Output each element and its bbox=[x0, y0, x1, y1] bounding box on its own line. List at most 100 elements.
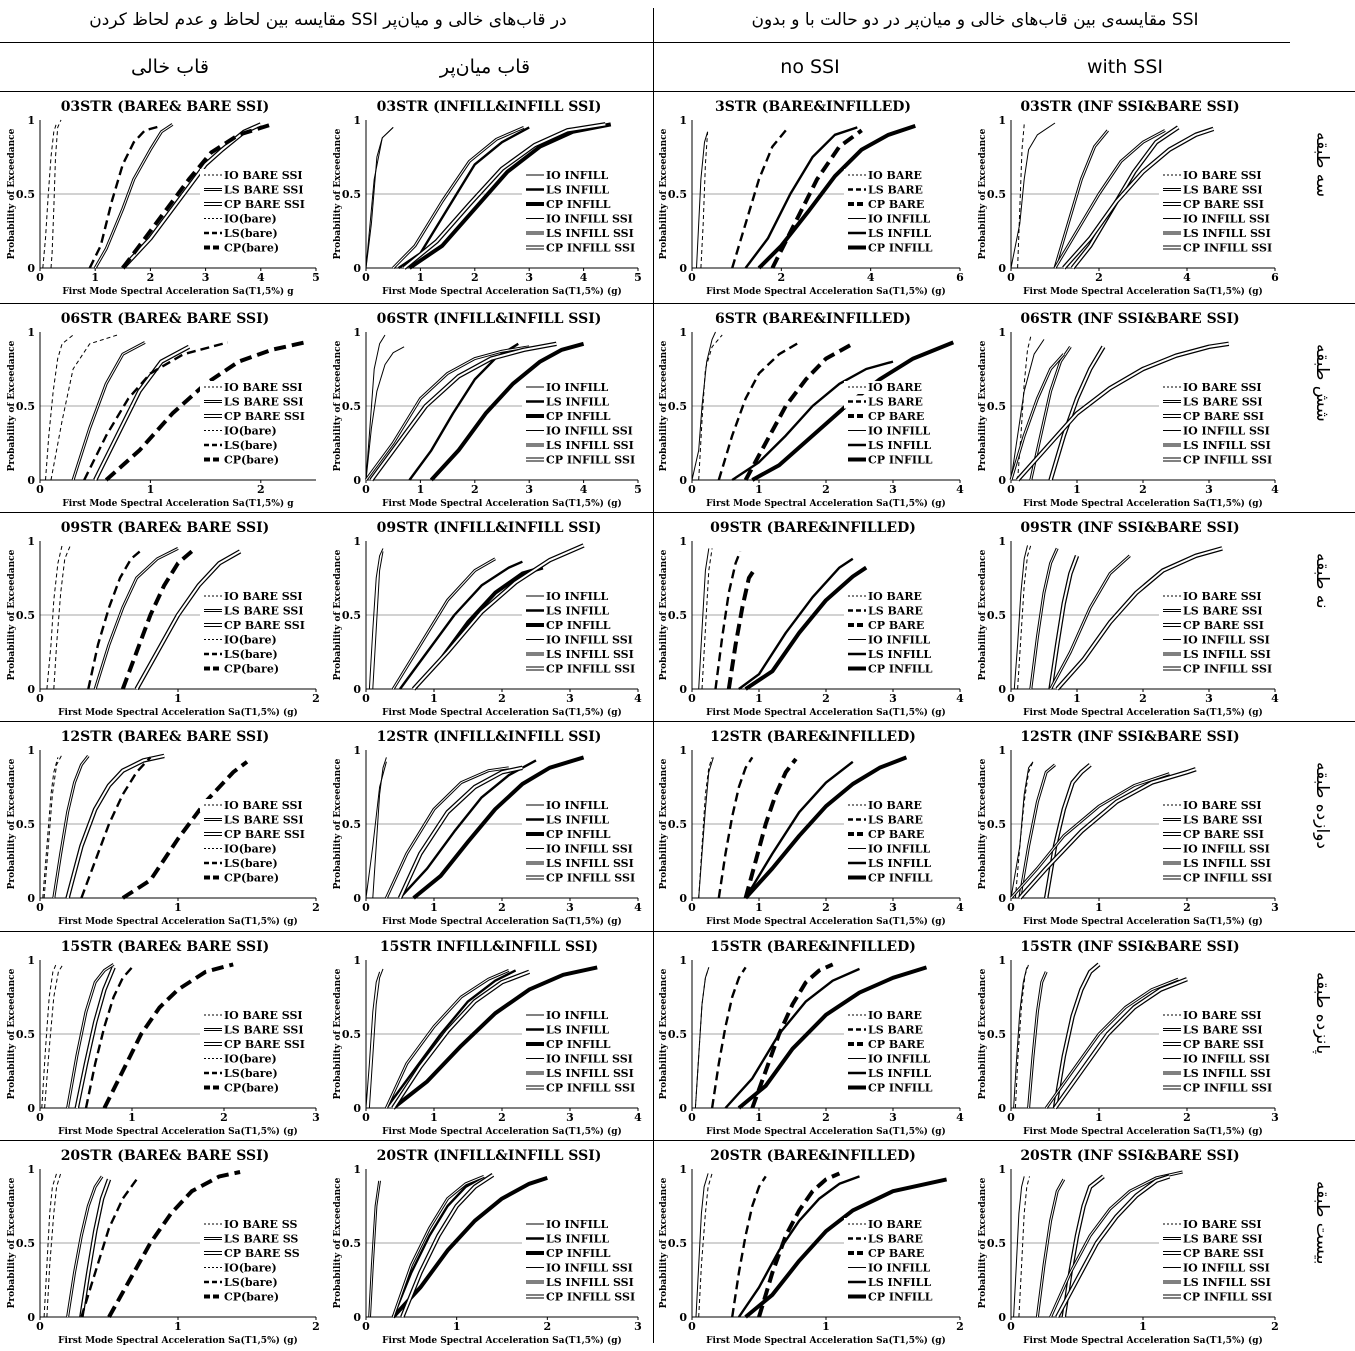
legend-entry: LS(bare) bbox=[200, 1067, 324, 1080]
legend-entry: IO INFILL SSI bbox=[1159, 212, 1283, 226]
row-label: شش طبقه bbox=[1312, 344, 1332, 422]
x-tick-label: 1 bbox=[430, 901, 438, 914]
x-tick-label: 2 bbox=[778, 271, 786, 284]
y-tick-label: 0.5 bbox=[16, 1237, 35, 1250]
legend-label: CP BARE SSI bbox=[1183, 1247, 1264, 1260]
legend-entry: CP INFILL SSI bbox=[522, 1081, 646, 1095]
legend-entry: CP INFILL bbox=[522, 1038, 646, 1051]
x-axis-label: First Mode Spectral Acceleration Sa(T1,5… bbox=[58, 1126, 298, 1137]
series-line bbox=[694, 967, 710, 1109]
legend-entry: IO INFILL SSI bbox=[1159, 1052, 1283, 1066]
legend-entry: IO BARE bbox=[844, 1009, 968, 1022]
y-axis-label: Probability of Exceedance bbox=[7, 1177, 17, 1308]
y-tick-label: 0.5 bbox=[987, 609, 1006, 622]
legend-entry: LS INFILL SSI bbox=[1159, 439, 1283, 452]
x-tick-label: 3 bbox=[566, 692, 574, 705]
legend-label: LS(bare) bbox=[224, 648, 278, 661]
x-axis-label: First Mode Spectral Acceleration Sa(T1,5… bbox=[382, 707, 622, 718]
fragility-chart: 09STR (INF SSI&BARE SSI) 0 1 2 3 4 0 0.5 1 First … bbox=[975, 515, 1285, 719]
legend-label: IO INFILL SSI bbox=[546, 425, 633, 438]
legend-entry: LS INFILL bbox=[522, 604, 646, 618]
series-line bbox=[737, 965, 928, 1110]
series-line bbox=[121, 760, 249, 900]
series-line bbox=[370, 1180, 381, 1318]
legend-label: IO(bare) bbox=[224, 1262, 277, 1275]
series-line bbox=[93, 123, 174, 269]
x-axis-label: First Mode Spectral Acceleration Sa(T1,5… bbox=[706, 916, 946, 927]
y-tick-label: 1 bbox=[998, 1163, 1006, 1176]
x-tick-label: 3 bbox=[525, 483, 533, 496]
legend-entry: CP BARE SSI bbox=[1159, 619, 1283, 632]
legend-label: LS INFILL bbox=[546, 814, 609, 827]
legend-label: LS BARE SSI bbox=[224, 396, 304, 409]
x-axis-label: First Mode Spectral Acceleration Sa(T1,5… bbox=[62, 498, 294, 509]
legend-entry: LS INFILL SSI bbox=[1159, 1067, 1283, 1080]
y-axis-label: Probability of Exceedance bbox=[659, 128, 669, 259]
legend-label: IO INFILL SSI bbox=[1183, 1262, 1270, 1275]
legend-label: CP(bare) bbox=[224, 1082, 279, 1095]
y-tick-label: 0.5 bbox=[668, 400, 687, 413]
series-line bbox=[1070, 125, 1180, 270]
legend-entry: CP(bare) bbox=[200, 871, 324, 885]
legend-label: LS INFILL bbox=[546, 1233, 609, 1246]
x-axis-label: First Mode Spectral Acceleration Sa(T1,5… bbox=[1023, 1126, 1263, 1137]
x-tick-label: 1 bbox=[453, 1320, 461, 1333]
y-tick-label: 1 bbox=[353, 114, 361, 127]
series-line bbox=[731, 360, 894, 481]
series-line bbox=[1055, 1174, 1171, 1319]
fragility-chart: 06STR (INFILL&INFILL SSI) 0 1 2 3 4 5 0 0.5 1 Firs… bbox=[330, 306, 648, 510]
y-tick-label: 0 bbox=[679, 474, 687, 487]
legend-entry: IO BARE bbox=[844, 799, 968, 812]
legend-entry: IO BARE SSI bbox=[200, 1009, 324, 1022]
x-tick-label: 0 bbox=[1007, 271, 1015, 284]
legend-label: IO INFILL SSI bbox=[546, 843, 633, 856]
x-tick-label: 1 bbox=[147, 483, 155, 496]
x-tick-label: 1 bbox=[430, 1111, 438, 1124]
x-tick-label: 4 bbox=[634, 901, 642, 914]
legend-entry: IO BARE SSI bbox=[200, 381, 324, 394]
y-axis-label: Probability of Exceedance bbox=[978, 128, 988, 259]
legend-entry: CP INFILL bbox=[844, 1290, 968, 1304]
x-tick-label: 4 bbox=[867, 271, 875, 284]
chart-svg: 20STR (BARE& BARE SSI) 0 1 2 0 0.5 1 First Mode… bbox=[7, 1148, 324, 1346]
legend-entry: CP INFILL SSI bbox=[522, 1290, 646, 1304]
chart-title: 12STR (INFILL&INFILL SSI) bbox=[377, 729, 602, 745]
y-axis-label: Probability of Exceedance bbox=[659, 1177, 669, 1308]
legend-entry: LS BARE SSI bbox=[1159, 1023, 1283, 1037]
series-line bbox=[42, 122, 58, 269]
fragility-chart: 06STR (BARE& BARE SSI) 0 1 2 0 0.5 1 First Mode… bbox=[4, 306, 326, 510]
y-tick-label: 0.5 bbox=[987, 1028, 1006, 1041]
legend-label: CP INFILL SSI bbox=[546, 1291, 635, 1304]
series-line bbox=[1049, 1170, 1183, 1318]
legend-entry: IO INFILL SSI bbox=[1159, 424, 1283, 438]
legend-label: CP BARE SSI bbox=[224, 1038, 305, 1051]
x-tick-label: 0 bbox=[362, 1111, 370, 1124]
chart-title: 6STR (BARE&INFILLED) bbox=[715, 311, 911, 327]
legend-label: IO BARE SSI bbox=[1183, 1218, 1262, 1231]
legend-entry: IO INFILL bbox=[844, 842, 968, 856]
x-tick-label: 0 bbox=[36, 1111, 44, 1124]
legend-entry: CP(bare) bbox=[200, 1081, 324, 1095]
legend-label: LS BARE SSI bbox=[1183, 184, 1263, 197]
x-tick-label: 1 bbox=[417, 483, 425, 496]
x-axis-label: First Mode Spectral Acceleration Sa(T1,5… bbox=[706, 707, 946, 718]
x-tick-label: 1 bbox=[1095, 901, 1103, 914]
legend-entry: IO INFILL bbox=[844, 1261, 968, 1275]
series-line bbox=[80, 756, 152, 899]
series-line bbox=[1009, 353, 1065, 481]
y-tick-label: 1 bbox=[353, 326, 361, 339]
fragility-chart: 03STR (INF SSI&BARE SSI) 0 2 4 6 0 0.5 1 First M… bbox=[975, 94, 1285, 298]
x-tick-label: 2 bbox=[1271, 1320, 1279, 1333]
legend-entry: IO BARE SSI bbox=[200, 590, 324, 603]
x-axis-label: First Mode Spectral Acceleration Sa(T1,5… bbox=[58, 1335, 298, 1346]
legend-label: LS BARE SSI bbox=[1183, 814, 1263, 827]
series-line bbox=[79, 1178, 112, 1318]
legend-label: IO(bare) bbox=[224, 634, 277, 647]
fragility-chart: 20STR (BARE& BARE SSI) 0 1 2 0 0.5 1 First Mode… bbox=[4, 1143, 326, 1347]
legend-label: CP BARE SSI bbox=[1183, 828, 1264, 841]
legend-entry: IO(bare) bbox=[200, 633, 324, 647]
legend-label: IO INFILL bbox=[546, 169, 608, 182]
legend-label: IO INFILL SSI bbox=[546, 1053, 633, 1066]
legend-label: IO INFILL SSI bbox=[1183, 213, 1270, 226]
x-axis-label: First Mode Spectral Acceleration Sa(T1,5… bbox=[58, 916, 298, 927]
